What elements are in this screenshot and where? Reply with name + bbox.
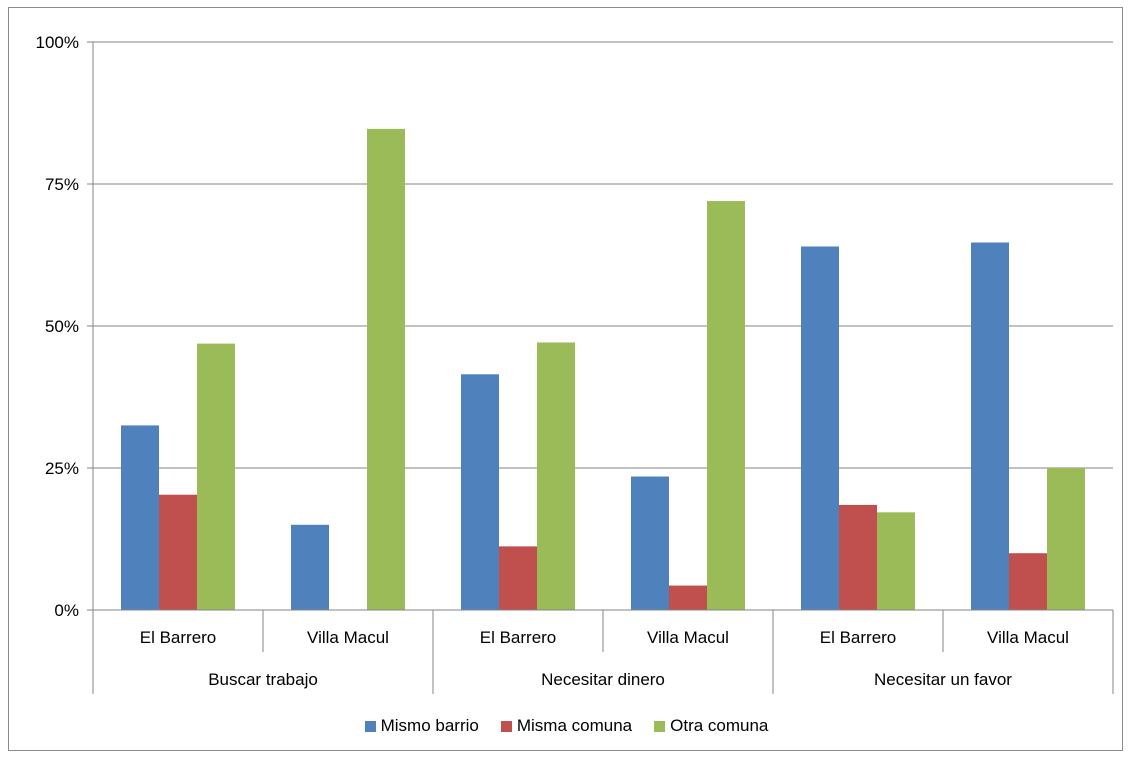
bar-mismo-barrio (631, 476, 669, 610)
x-category-label: El Barrero (820, 628, 897, 647)
bar-otra-comuna (707, 201, 745, 611)
legend-item: Misma comuna (500, 716, 633, 736)
bar-misma-comuna (669, 585, 707, 610)
y-tick-label: 100% (36, 33, 79, 52)
bar-misma-comuna (159, 494, 197, 610)
y-tick-label: 0% (54, 601, 79, 620)
legend-swatch (364, 720, 376, 732)
legend-item: Otra comuna (654, 716, 768, 736)
x-category-label: Villa Macul (647, 628, 729, 647)
labels: 0% 25% 50% 75% 100% El Barrero Villa Macul El B… (36, 33, 1069, 689)
x-category-label: Villa Macul (307, 628, 389, 647)
x-category-label: El Barrero (140, 628, 217, 647)
gridlines (93, 41, 1113, 469)
bar-otra-comuna (367, 128, 405, 611)
legend-swatch (500, 720, 512, 732)
x-group-label: Necesitar un favor (874, 670, 1012, 689)
bar-mismo-barrio (121, 425, 159, 610)
legend-label: Misma comuna (516, 716, 633, 735)
x-category-label: Villa Macul (987, 628, 1069, 647)
bar-otra-comuna (197, 343, 235, 610)
bar-misma-comuna (1009, 553, 1047, 610)
legend-label: Mismo barrio (380, 716, 479, 735)
legend-swatch (654, 720, 666, 732)
legend: Mismo barrio Misma comuna Otra comuna (0, 716, 1133, 736)
legend-item: Mismo barrio (364, 716, 479, 736)
y-tick-label: 50% (45, 317, 79, 336)
bar-misma-comuna (839, 504, 877, 610)
y-tick-label: 75% (45, 175, 79, 194)
y-tick-label: 25% (45, 459, 79, 478)
x-group-label: Necesitar dinero (541, 670, 665, 689)
legend-label: Otra comuna (670, 716, 769, 735)
bar-mismo-barrio (801, 246, 839, 611)
bar-mismo-barrio (291, 524, 329, 610)
bar-mismo-barrio (971, 242, 1009, 610)
x-category-label: El Barrero (480, 628, 557, 647)
bar-misma-comuna (499, 546, 537, 610)
bar-mismo-barrio (461, 374, 499, 610)
bar-otra-comuna (1047, 468, 1085, 610)
x-group-label: Buscar trabajo (208, 670, 318, 689)
bars (121, 128, 1085, 611)
axes (87, 41, 1114, 694)
bar-otra-comuna (877, 512, 915, 610)
bar-otra-comuna (537, 342, 575, 610)
